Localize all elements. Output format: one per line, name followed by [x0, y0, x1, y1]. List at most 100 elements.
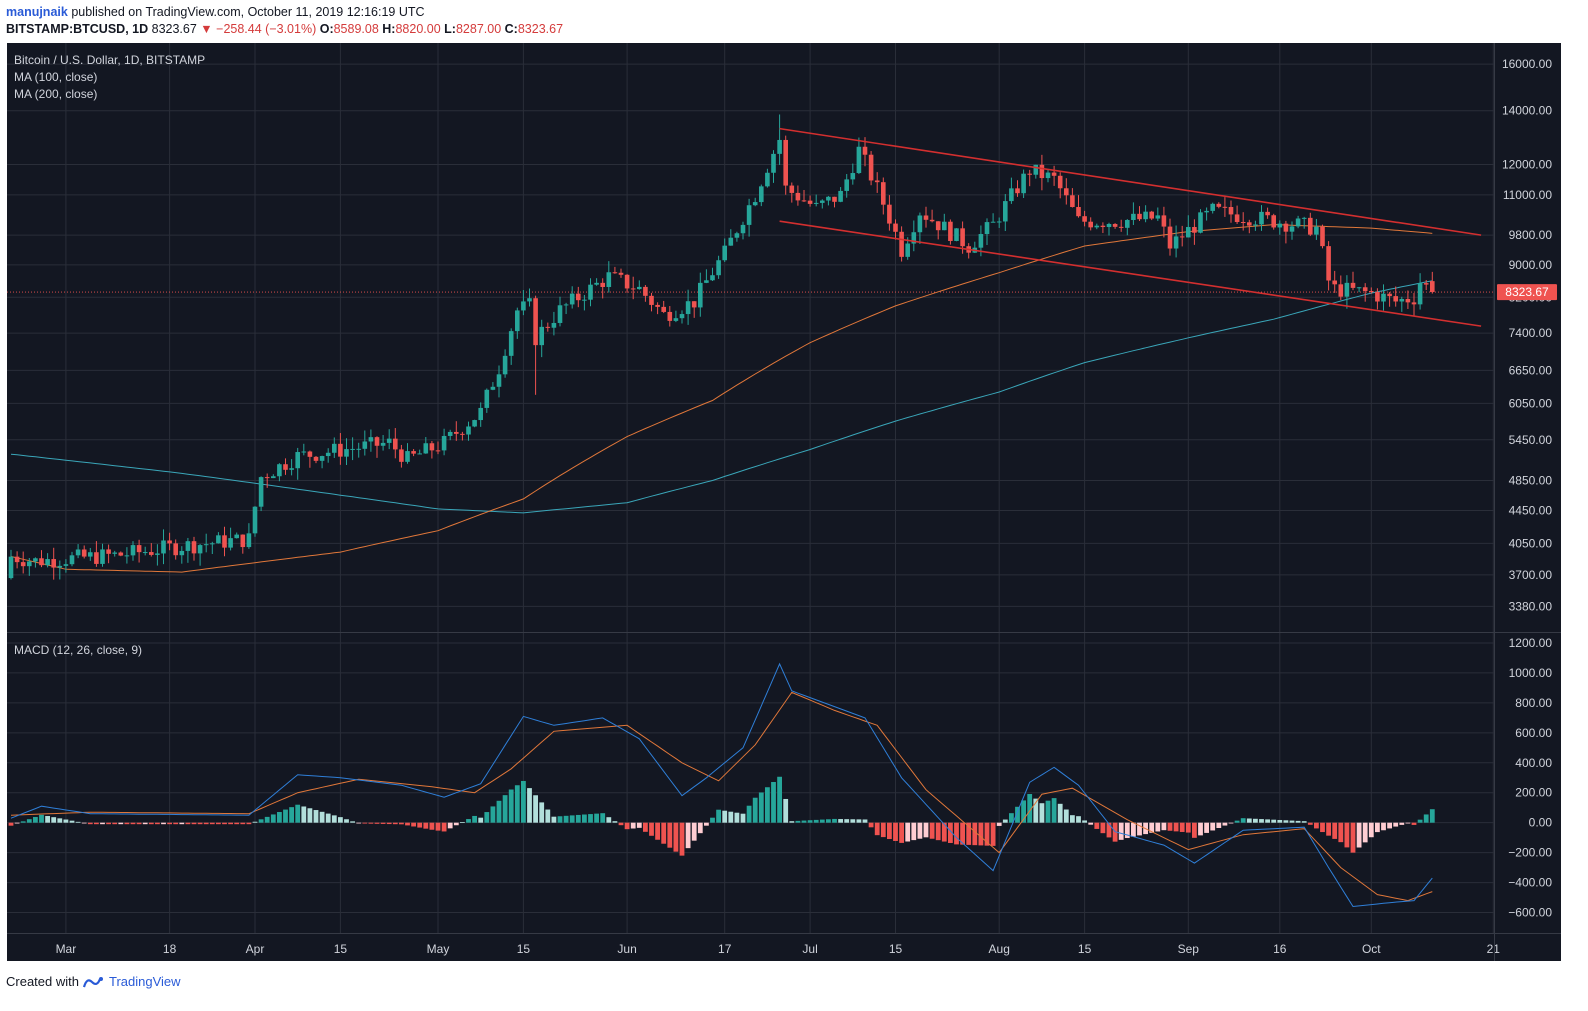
- candle-body[interactable]: [460, 433, 465, 435]
- candle-body[interactable]: [429, 443, 435, 451]
- candle-body[interactable]: [862, 146, 868, 155]
- candle-body[interactable]: [740, 224, 746, 234]
- candle-body[interactable]: [466, 426, 471, 435]
- candle-body[interactable]: [112, 552, 117, 554]
- candle-body[interactable]: [271, 476, 276, 479]
- candle-body[interactable]: [246, 533, 252, 548]
- candle-body[interactable]: [588, 284, 593, 300]
- candle-body[interactable]: [1320, 226, 1325, 247]
- candle-body[interactable]: [1192, 227, 1197, 233]
- candle-body[interactable]: [447, 431, 453, 436]
- candle-body[interactable]: [216, 535, 221, 544]
- time-axis-background[interactable]: [7, 934, 1494, 961]
- candle-body[interactable]: [484, 389, 490, 408]
- candle-body[interactable]: [917, 215, 923, 233]
- legend-ma200[interactable]: MA (200, close): [14, 87, 97, 101]
- candle-body[interactable]: [1149, 211, 1154, 219]
- candle-body[interactable]: [826, 196, 831, 201]
- candle-body[interactable]: [685, 301, 691, 315]
- candle-body[interactable]: [325, 452, 331, 457]
- candle-body[interactable]: [142, 552, 148, 554]
- candle-body[interactable]: [905, 243, 910, 257]
- candle-body[interactable]: [551, 322, 557, 328]
- candle-body[interactable]: [996, 221, 1002, 223]
- candle-body[interactable]: [521, 301, 526, 311]
- candle-body[interactable]: [539, 326, 544, 346]
- candle-body[interactable]: [75, 549, 81, 556]
- candle-body[interactable]: [600, 282, 605, 287]
- candle-body[interactable]: [1405, 298, 1411, 303]
- candle-body[interactable]: [856, 146, 862, 174]
- candle-body[interactable]: [1228, 206, 1234, 215]
- candle-body[interactable]: [935, 221, 941, 231]
- channel-trendline[interactable]: [779, 127, 1482, 236]
- candle-body[interactable]: [1137, 213, 1142, 220]
- candle-body[interactable]: [948, 221, 953, 241]
- candle-body[interactable]: [612, 272, 618, 274]
- candle-body[interactable]: [911, 232, 917, 244]
- candle-body[interactable]: [1143, 211, 1148, 220]
- candle-body[interactable]: [240, 534, 246, 548]
- candle-body[interactable]: [1167, 226, 1173, 249]
- candle-body[interactable]: [374, 437, 380, 446]
- candle-body[interactable]: [643, 286, 648, 296]
- candle-body[interactable]: [838, 190, 843, 202]
- candle-body[interactable]: [1387, 293, 1392, 297]
- candle-body[interactable]: [1222, 206, 1228, 208]
- candle-body[interactable]: [1131, 213, 1136, 221]
- candle-body[interactable]: [252, 506, 258, 534]
- candle-body[interactable]: [417, 453, 422, 455]
- candle-body[interactable]: [1155, 215, 1161, 219]
- candle-body[interactable]: [63, 564, 69, 566]
- candle-body[interactable]: [1070, 195, 1075, 207]
- candle-body[interactable]: [1344, 282, 1350, 297]
- trend-channel[interactable]: [779, 127, 1482, 327]
- candle-body[interactable]: [1234, 214, 1240, 223]
- candle-body[interactable]: [887, 204, 892, 224]
- candle-body[interactable]: [362, 441, 368, 449]
- time-axis[interactable]: Mar 18 Apr 15 May 15 Jun 17 Jul 15 Aug 15 Sep 16 Oct 21: [56, 942, 1501, 956]
- ma200-line[interactable]: [10, 280, 1433, 514]
- legend-ma100[interactable]: MA (100, close): [14, 70, 97, 84]
- candle-body[interactable]: [27, 561, 32, 567]
- candle-body[interactable]: [1118, 226, 1124, 228]
- candle-body[interactable]: [746, 205, 752, 225]
- candle-body[interactable]: [752, 202, 758, 206]
- candle-body[interactable]: [649, 295, 654, 305]
- candle-body[interactable]: [490, 386, 496, 390]
- candle-body[interactable]: [807, 200, 813, 204]
- candle-body[interactable]: [1265, 211, 1270, 216]
- candle-body[interactable]: [777, 139, 782, 154]
- candle-body[interactable]: [57, 565, 63, 568]
- candle-body[interactable]: [618, 272, 624, 275]
- candle-body[interactable]: [1100, 225, 1106, 228]
- macd-line[interactable]: [10, 662, 1433, 908]
- candle-body[interactable]: [716, 260, 721, 276]
- candle-body[interactable]: [874, 180, 880, 183]
- candle-body[interactable]: [771, 153, 776, 173]
- candle-body[interactable]: [789, 185, 795, 193]
- candle-body[interactable]: [136, 545, 142, 553]
- candle-body[interactable]: [1021, 173, 1026, 194]
- candle-body[interactable]: [1082, 216, 1087, 222]
- candle-body[interactable]: [478, 407, 483, 421]
- candle-body[interactable]: [545, 326, 551, 328]
- candle-body[interactable]: [1289, 226, 1295, 232]
- candle-body[interactable]: [228, 538, 233, 548]
- candle-body[interactable]: [191, 541, 197, 554]
- candle-body[interactable]: [441, 435, 447, 451]
- candle-body[interactable]: [923, 215, 929, 220]
- candle-body[interactable]: [844, 179, 849, 191]
- candle-body[interactable]: [850, 173, 856, 180]
- candle-body[interactable]: [960, 228, 965, 247]
- price-axis-background[interactable]: [1495, 43, 1561, 961]
- candle-body[interactable]: [386, 438, 392, 443]
- candle-body[interactable]: [393, 438, 398, 450]
- candle-body[interactable]: [289, 468, 294, 470]
- candle-body[interactable]: [14, 556, 20, 563]
- candle-body[interactable]: [106, 549, 111, 554]
- candle-body[interactable]: [783, 139, 788, 186]
- candle-body[interactable]: [1076, 206, 1081, 217]
- candle-body[interactable]: [1009, 188, 1014, 202]
- candle-body[interactable]: [411, 451, 416, 454]
